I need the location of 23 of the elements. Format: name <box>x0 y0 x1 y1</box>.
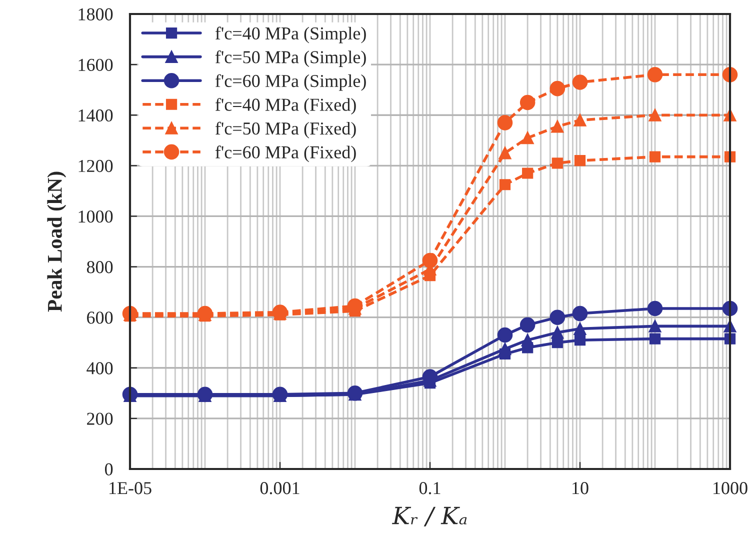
legend-label: f'c=50 MPa (Simple) <box>215 50 366 67</box>
y-tick-label: 0 <box>104 463 113 476</box>
legend-label: f'c=50 MPa (Fixed) <box>215 122 356 138</box>
x-tick-label: 1E-05 <box>110 482 152 494</box>
legend-label: f'c=60 MPa (Fixed) <box>215 146 356 162</box>
y-tick-label: 600 <box>87 312 113 324</box>
x-tick-label: 0.001 <box>260 482 300 494</box>
x-tick-label: 10 <box>572 482 588 494</box>
legend-label: f'c=60 MPa (Simple) <box>215 74 366 91</box>
y-tick-label: 400 <box>86 362 113 374</box>
y-tick-label: 200 <box>87 412 113 425</box>
x-axis-title: Kᵣ / Kₐ <box>392 506 467 526</box>
x-tick-label: 1000 <box>714 482 748 494</box>
y-tick-label: 1800 <box>78 8 113 20</box>
y-tick-label: 1600 <box>78 58 113 71</box>
y-tick-label: 1000 <box>78 210 113 223</box>
legend-label: f'c=40 MPa (Fixed) <box>215 98 356 115</box>
y-tick-label: 1400 <box>78 109 113 122</box>
y-tick-label: 800 <box>86 261 113 274</box>
x-tick-label: 0.1 <box>419 482 440 494</box>
y-tick-label: 1200 <box>78 160 113 172</box>
legend-label: f'c=40 MPa (Simple) <box>215 26 366 44</box>
y-axis-title: Peak Load (kN) <box>47 172 66 312</box>
